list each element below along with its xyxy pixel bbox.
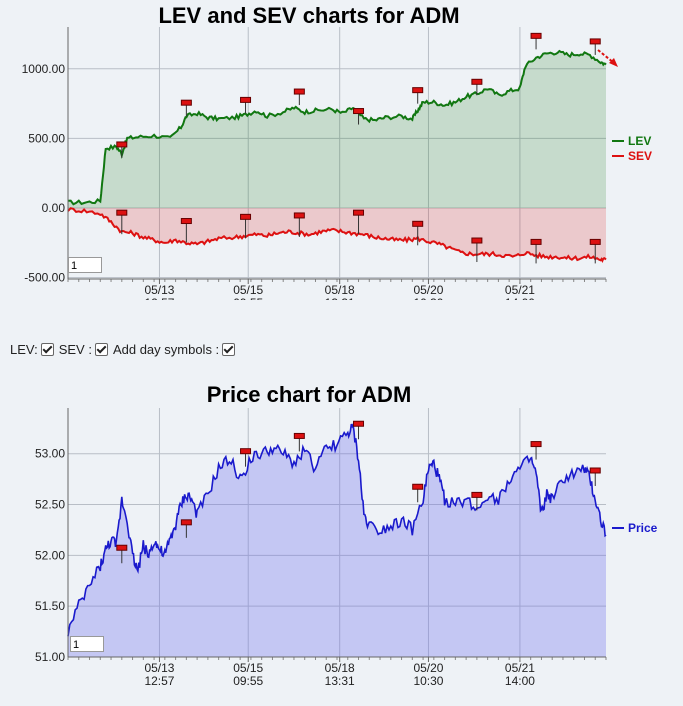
lev-sev-chart: LEV and SEV charts for ADM 1000.00 500.00… [22,3,652,300]
price-chart-title: Price chart for ADM [207,382,412,407]
day-marker-flag [116,544,128,551]
day-marker-flag [293,432,305,439]
x-tick-time: 09:55 [233,296,263,300]
day-marker-flag [412,483,424,490]
day-marker-flag [412,220,424,227]
x-tick-date: 05/18 [325,661,355,675]
y-tick-label: 500.00 [28,131,65,145]
day-marker-flag [293,212,305,219]
legend-sev-label: SEV [628,149,652,163]
x-tick-time: 14:00 [505,674,535,688]
x-tick-time: 14:00 [505,296,535,300]
day-marker-flag [353,209,365,216]
price-line [67,422,607,637]
price-fill [68,424,606,657]
lev-chart-title: LEV and SEV charts for ADM [158,3,459,28]
x-tick-time: 10:30 [413,296,443,300]
day-marker-flag [530,32,542,39]
price-legend: Price [612,521,658,535]
day-marker-flag [180,218,192,225]
day-marker-flag [240,448,252,455]
x-tick-time: 12:57 [144,674,174,688]
lev-axes: 1000.00500.000.00-500.0005/1312:5705/150… [22,27,607,300]
day-marker-flag [412,87,424,94]
x-tick-date: 05/21 [505,283,535,297]
price-area [67,422,607,657]
lev-toggle-label: LEV: [10,342,38,357]
sev-line [67,207,607,263]
legend-price-label: Price [628,521,658,535]
day-marker-flag [589,38,601,45]
legend-lev-label: LEV [628,134,651,148]
day-marker-flag [116,209,128,216]
x-tick-date: 05/15 [233,283,263,297]
trend-arrow-icon [597,49,618,67]
x-tick-date: 05/20 [413,661,443,675]
day-marker-flag [353,108,365,115]
x-tick-time: 13:31 [325,674,355,688]
y-tick-label: 51.00 [35,650,65,664]
lev-grid [68,27,606,279]
y-tick-label: -500.00 [24,271,65,285]
day-symbols-checkbox[interactable] [222,343,236,356]
y-tick-label: 52.00 [35,548,65,562]
x-tick-date: 05/15 [233,661,263,675]
day-marker-flag [180,99,192,106]
chart-controls: LEV: SEV : Add day symbols : [10,342,237,357]
x-tick-date: 05/18 [325,283,355,297]
lev-checkbox[interactable] [40,343,54,356]
lev-line [67,49,607,206]
day-marker-flag [240,96,252,103]
lev-areas [68,51,606,261]
day-marker-flag [589,238,601,245]
x-tick-date: 05/21 [505,661,535,675]
lev-area [68,51,606,208]
day-marker-flag [589,467,601,474]
x-tick-time: 12:57 [144,296,174,300]
x-tick-date: 05/20 [413,283,443,297]
price-grid [68,408,606,658]
day-marker-flag [353,420,365,427]
day-marker-flag [116,141,128,148]
day-marker-flag [180,519,192,526]
y-tick-label: 51.50 [35,599,65,613]
day-marker-flag [471,78,483,85]
price-zoom-input[interactable]: 1 [70,636,104,652]
day-marker-flag [530,441,542,448]
day-marker-flag [471,491,483,498]
day-marker-flag [530,238,542,245]
plot-background [68,408,606,657]
y-tick-label: 0.00 [42,201,66,215]
sev-area [68,207,606,261]
price-day-markers [116,420,601,564]
x-tick-time: 09:55 [233,674,263,688]
lev-zoom-input[interactable]: 1 [68,257,102,273]
lev-legend: LEV SEV [612,134,652,163]
day-marker-flag [471,237,483,244]
day-marker-flag [240,213,252,220]
sev-toggle-label: SEV : [58,342,92,357]
price-chart: Price chart for ADM 53.00 52.50 52.00 51.50… [35,382,658,688]
x-tick-time: 10:30 [413,674,443,688]
y-tick-label: 52.50 [35,498,65,512]
sev-checkbox[interactable] [94,343,108,356]
day-marker-flag [293,88,305,95]
x-tick-time: 13:31 [325,296,355,300]
x-tick-date: 05/13 [144,661,174,675]
y-tick-label: 1000.00 [22,62,66,76]
lev-lines [67,49,607,263]
lev-day-markers [116,32,601,264]
y-tick-label: 53.00 [35,447,65,461]
day-symbols-label: Add day symbols : [112,342,220,357]
x-tick-date: 05/13 [144,283,174,297]
